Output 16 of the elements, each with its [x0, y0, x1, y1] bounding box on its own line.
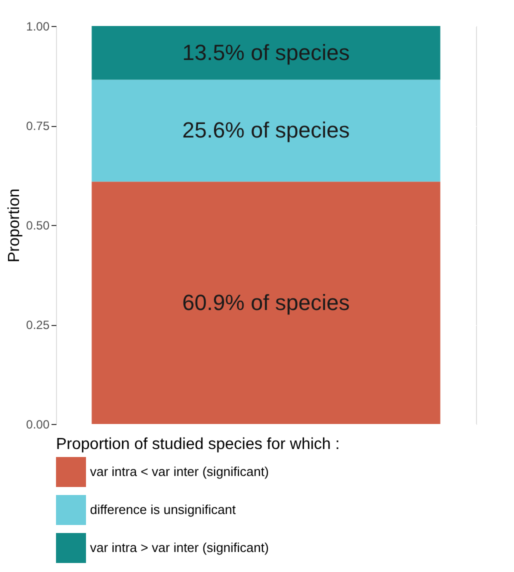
y-tick-label: 0.25: [26, 318, 50, 332]
bar: [92, 26, 440, 80]
bar: [92, 80, 440, 182]
y-axis-title: Proportion: [6, 188, 24, 262]
y-tick-label: 0.75: [26, 119, 50, 133]
legend-label: difference is unsignificant: [90, 502, 236, 517]
legend-label: var intra > var inter (significant): [90, 540, 269, 555]
y-tick-label: 0.00: [26, 418, 50, 432]
bar: [92, 182, 440, 424]
legend-label: var intra < var inter (significant): [90, 464, 269, 479]
data-label: 13.5% of species: [182, 40, 350, 65]
data-label: 25.6% of species: [182, 118, 350, 143]
legend-title: Proportion of studied species for which :: [56, 436, 340, 453]
data-label: 60.9% of species: [182, 290, 350, 315]
y-tick-label: 1.00: [26, 20, 50, 34]
y-tick-label: 0.50: [26, 218, 50, 232]
